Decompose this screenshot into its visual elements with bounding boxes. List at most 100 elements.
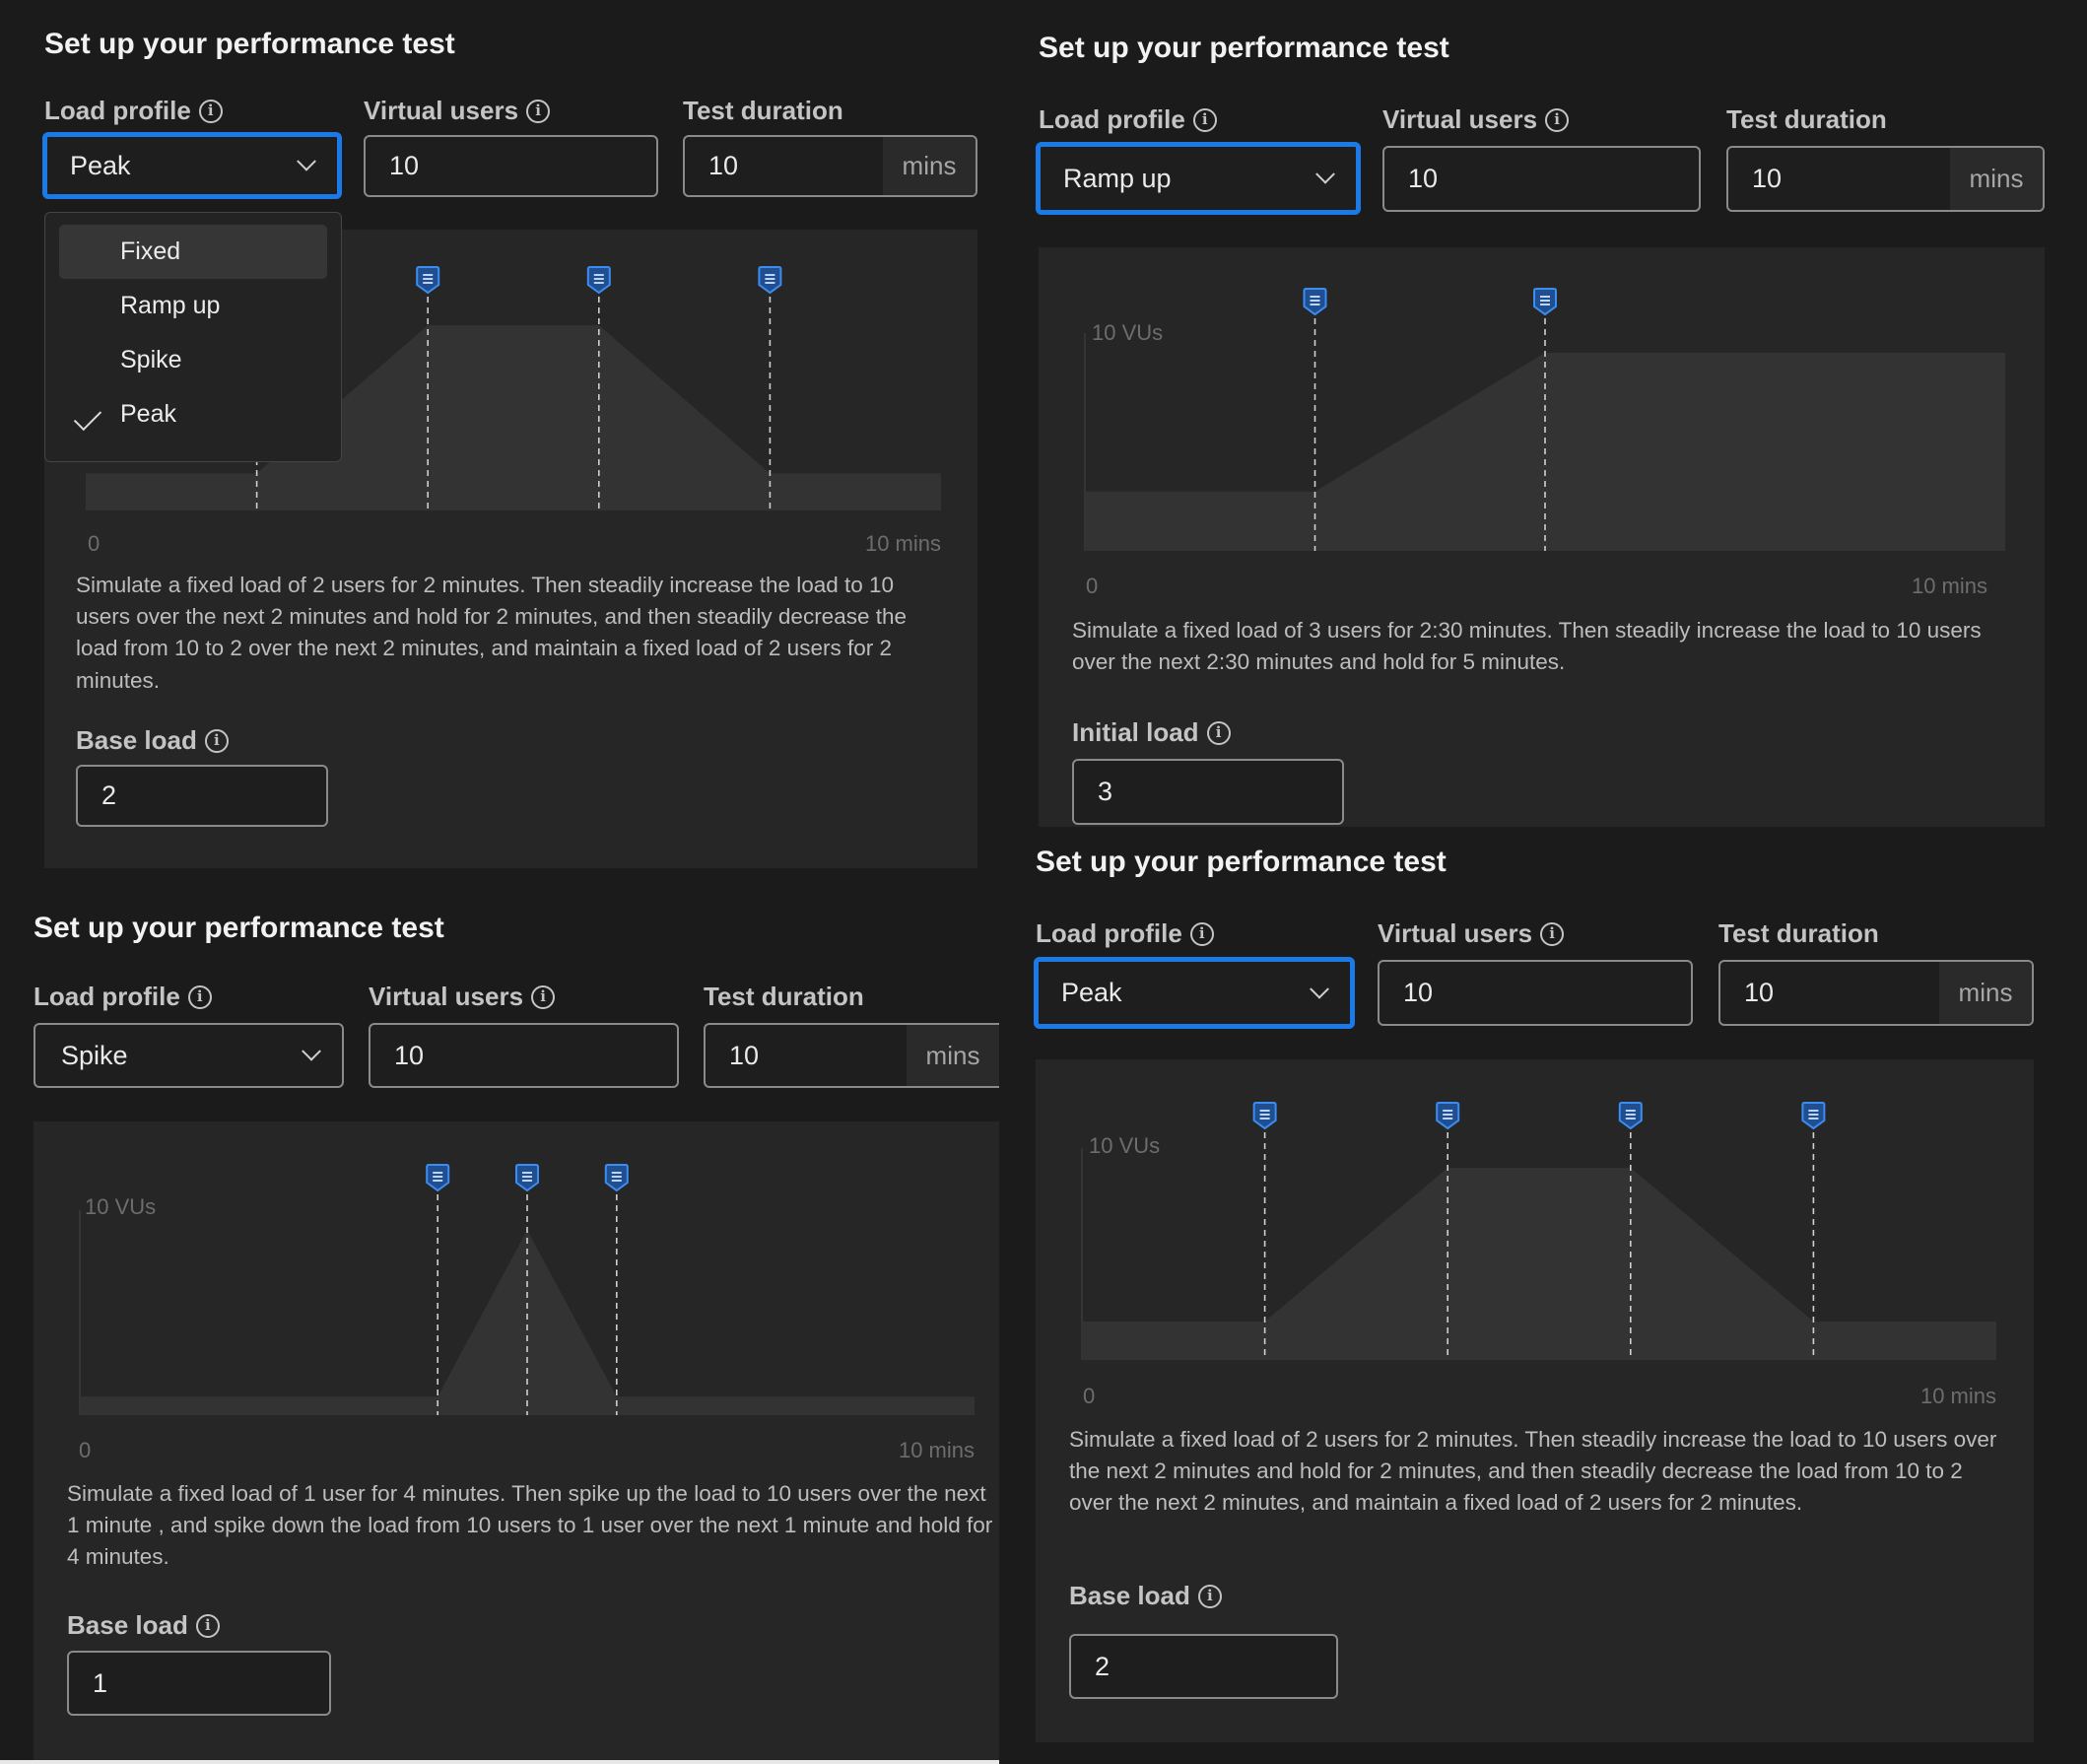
info-icon[interactable]: i xyxy=(1189,921,1214,946)
test-duration-input[interactable]: 10 mins xyxy=(1718,960,2034,1026)
test-duration-label: Test duration xyxy=(1718,918,1879,948)
test-duration-input[interactable]: 10 mins xyxy=(704,1023,999,1088)
chevron-down-icon xyxy=(297,151,316,171)
test-duration-label: Test duration xyxy=(1726,104,1887,134)
base-load-input[interactable]: 2 xyxy=(1069,1634,1338,1699)
test-duration-value: 10 xyxy=(708,151,739,180)
phase-marker-icon xyxy=(586,266,611,295)
bottom-border xyxy=(0,1760,999,1764)
base-load-value: 2 xyxy=(1095,1651,1111,1681)
load-profile-label: Load profile i xyxy=(34,982,212,1012)
info-icon[interactable]: i xyxy=(195,1613,220,1638)
phase-marker-icon xyxy=(426,1164,450,1192)
x-axis-start-label: 0 xyxy=(88,531,101,556)
profile-description: Simulate a fixed load of 1 user for 4 mi… xyxy=(67,1481,993,1570)
test-duration-input[interactable]: 10 mins xyxy=(683,135,977,197)
load-profile-select[interactable]: Ramp up xyxy=(1036,142,1361,215)
virtual-users-value: 10 xyxy=(394,1040,425,1070)
phase-marker-icon xyxy=(1533,288,1557,316)
panel-title: Set up your performance test xyxy=(34,912,444,944)
load-profile-value: Peak xyxy=(70,150,131,180)
virtual-users-label: Virtual users i xyxy=(369,982,556,1012)
load-profile-dropdown: Fixed Ramp up Spike Peak xyxy=(44,212,342,462)
info-icon[interactable]: i xyxy=(1206,720,1231,745)
load-profile-label: Load profile i xyxy=(1036,918,1214,949)
duration-unit: mins xyxy=(883,137,976,195)
test-duration-label: Test duration xyxy=(704,982,864,1011)
info-icon[interactable]: i xyxy=(526,99,551,123)
virtual-users-label: Virtual users i xyxy=(1378,918,1565,949)
profile-description: Simulate a fixed load of 2 users for 2 m… xyxy=(76,573,908,693)
profile-description: Simulate a fixed load of 3 users for 2:3… xyxy=(1072,618,1982,675)
base-load-value: 2 xyxy=(101,780,117,810)
profile-description: Simulate a fixed load of 2 users for 2 m… xyxy=(1069,1427,1997,1516)
base-load-value: 1 xyxy=(93,1667,108,1698)
info-icon[interactable]: i xyxy=(1540,921,1565,946)
load-profile-select[interactable]: Peak xyxy=(1034,957,1355,1029)
phase-marker-icon xyxy=(1618,1102,1643,1130)
info-icon[interactable]: i xyxy=(1192,107,1217,132)
y-axis-max-label: 10 VUs xyxy=(1089,1133,1161,1158)
load-area xyxy=(80,1230,975,1415)
base-load-input[interactable]: 1 xyxy=(67,1651,331,1716)
chevron-down-icon xyxy=(1315,164,1335,184)
base-load-label: Base load i xyxy=(67,1610,220,1641)
dropdown-option-ramp-up[interactable]: Ramp up xyxy=(120,292,221,319)
y-axis-max-label: 10 VUs xyxy=(85,1194,157,1219)
chevron-down-icon xyxy=(302,1041,321,1061)
load-profile-label: Load profile i xyxy=(44,96,223,126)
load-profile-select[interactable]: Peak xyxy=(42,132,342,199)
initial-load-label: Initial load i xyxy=(1072,717,1231,748)
duration-unit: mins xyxy=(907,1025,999,1086)
virtual-users-input[interactable]: 10 xyxy=(1378,960,1693,1026)
virtual-users-value: 10 xyxy=(1408,164,1439,193)
virtual-users-input[interactable]: 10 xyxy=(369,1023,679,1088)
phase-marker-icon xyxy=(1436,1102,1460,1130)
dropdown-option-fixed[interactable]: Fixed xyxy=(59,225,327,279)
phase-marker-icon xyxy=(604,1164,629,1192)
virtual-users-value: 10 xyxy=(389,151,420,180)
load-profile-value: Peak xyxy=(1061,978,1122,1007)
test-duration-input[interactable]: 10 mins xyxy=(1726,146,2045,212)
chevron-down-icon xyxy=(1310,979,1329,999)
test-duration-value: 10 xyxy=(729,1040,760,1070)
base-load-label: Base load i xyxy=(76,725,229,756)
load-chart xyxy=(1084,288,2005,551)
initial-load-value: 3 xyxy=(1098,777,1113,806)
panel-title: Set up your performance test xyxy=(1036,846,1447,878)
load-area xyxy=(1082,1168,1996,1360)
dropdown-option-spike[interactable]: Spike xyxy=(120,346,182,373)
x-axis-start-label: 0 xyxy=(1083,1384,1096,1408)
checkmark-icon xyxy=(73,402,102,432)
x-axis-end-label: 10 mins xyxy=(1919,1384,1996,1408)
phase-marker-icon xyxy=(1252,1102,1277,1130)
virtual-users-input[interactable]: 10 xyxy=(364,135,658,197)
info-icon[interactable]: i xyxy=(204,728,229,753)
load-profile-value: Spike xyxy=(61,1040,128,1070)
load-profile-select[interactable]: Spike xyxy=(34,1023,344,1088)
test-duration-label: Test duration xyxy=(683,96,843,125)
info-icon[interactable]: i xyxy=(531,984,556,1009)
info-icon[interactable]: i xyxy=(187,984,212,1009)
phase-marker-icon xyxy=(1801,1102,1826,1130)
virtual-users-input[interactable]: 10 xyxy=(1382,146,1701,212)
x-axis-start-label: 0 xyxy=(79,1438,92,1462)
info-icon[interactable]: i xyxy=(1197,1584,1222,1608)
duration-unit: mins xyxy=(1950,148,2043,210)
info-icon[interactable]: i xyxy=(1545,107,1570,132)
dropdown-option-peak[interactable]: Peak xyxy=(59,387,327,441)
load-chart-card: 10 VUs 0 10 mins Simulate a fixed load o… xyxy=(34,1121,999,1764)
panel-title: Set up your performance test xyxy=(44,28,455,60)
initial-load-input[interactable]: 3 xyxy=(1072,759,1344,825)
y-axis-max-label: 10 VUs xyxy=(1092,320,1164,345)
info-icon[interactable]: i xyxy=(198,99,223,123)
base-load-input[interactable]: 2 xyxy=(76,765,328,827)
x-axis-end-label: 10 mins xyxy=(864,531,941,556)
phase-marker-icon xyxy=(1303,288,1327,316)
test-duration-value: 10 xyxy=(1744,978,1775,1007)
test-duration-value: 10 xyxy=(1752,164,1783,193)
virtual-users-label: Virtual users i xyxy=(1382,104,1570,135)
load-profile-value: Ramp up xyxy=(1063,163,1172,193)
x-axis-end-label: 10 mins xyxy=(898,1438,975,1462)
virtual-users-value: 10 xyxy=(1403,978,1434,1007)
